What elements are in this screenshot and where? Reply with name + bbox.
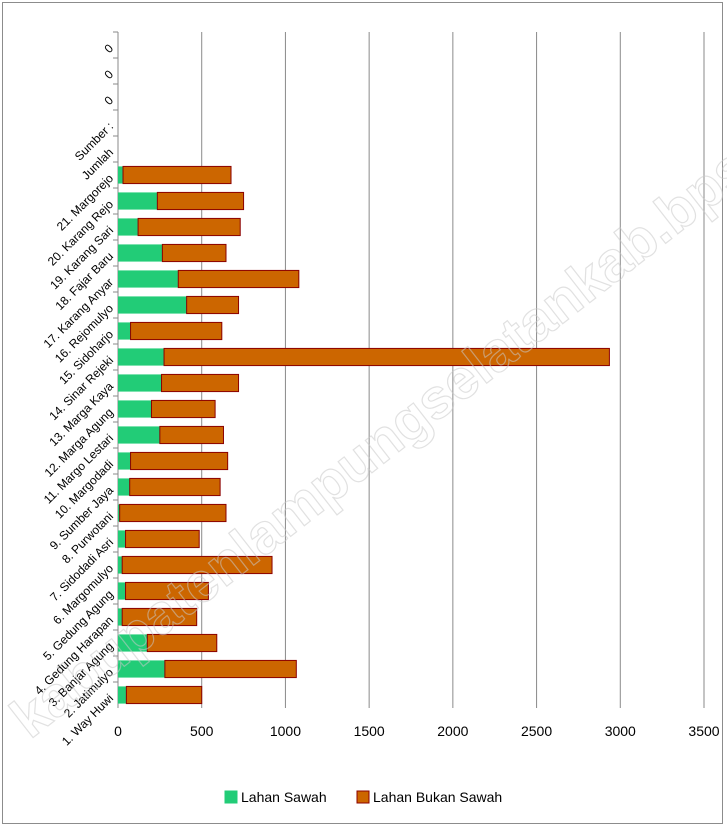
legend-swatch <box>224 790 238 804</box>
category-label: 0 <box>101 67 116 82</box>
bar-lahan-sawah <box>118 296 187 314</box>
bar-lahan-bukan-sawah <box>125 529 200 549</box>
x-tick-label: 3500 <box>688 723 719 739</box>
bar-lahan-bukan-sawah <box>161 373 240 393</box>
bar-lahan-sawah <box>118 426 160 444</box>
x-tick-label: 2500 <box>521 723 552 739</box>
bar-lahan-bukan-sawah <box>177 269 300 289</box>
bar-lahan-bukan-sawah <box>119 503 227 523</box>
bar-lahan-sawah <box>118 166 124 184</box>
bar-lahan-sawah <box>118 270 179 288</box>
bar-lahan-sawah <box>118 504 120 522</box>
bar-lahan-bukan-sawah <box>122 165 232 185</box>
x-tick-label: 1500 <box>354 723 385 739</box>
bar-lahan-sawah <box>118 608 123 626</box>
bar-lahan-sawah <box>118 660 165 678</box>
x-tick-label: 500 <box>190 723 214 739</box>
x-tick-label: 0 <box>114 723 122 739</box>
bar-lahan-sawah <box>118 374 162 392</box>
category-label: 0 <box>101 93 116 108</box>
bar-lahan-bukan-sawah <box>125 581 209 601</box>
bar-lahan-sawah <box>118 192 158 210</box>
x-tick-label: 3000 <box>605 723 636 739</box>
bar-lahan-bukan-sawah <box>150 399 216 419</box>
bar-lahan-bukan-sawah <box>130 321 223 341</box>
bar-lahan-sawah <box>118 582 126 600</box>
bar-lahan-bukan-sawah <box>125 685 203 705</box>
bar-lahan-sawah <box>118 400 152 418</box>
bar-lahan-sawah <box>118 322 131 340</box>
bar-lahan-bukan-sawah <box>159 425 224 445</box>
bar-lahan-sawah <box>118 478 130 496</box>
bar-lahan-sawah <box>118 556 123 574</box>
bar-lahan-bukan-sawah <box>156 191 245 211</box>
bar-lahan-sawah <box>118 244 163 262</box>
bar-lahan-bukan-sawah <box>164 659 297 679</box>
legend-label: Lahan Bukan Sawah <box>373 789 502 805</box>
bar-lahan-bukan-sawah <box>186 295 240 315</box>
category-label: 0 <box>101 41 116 56</box>
bar-lahan-bukan-sawah <box>161 243 227 263</box>
bar-lahan-bukan-sawah <box>163 347 610 367</box>
bar-lahan-sawah <box>118 452 131 470</box>
legend-label: Lahan Sawah <box>241 789 327 805</box>
bar-lahan-sawah <box>118 348 165 366</box>
bar-lahan-bukan-sawah <box>121 555 273 575</box>
bar-lahan-sawah <box>118 686 127 704</box>
bar-lahan-bukan-sawah <box>129 477 221 497</box>
x-tick-label: 2000 <box>437 723 468 739</box>
x-tick-label: 1000 <box>270 723 301 739</box>
bar-lahan-sawah <box>118 218 139 236</box>
bar-lahan-sawah <box>118 530 126 548</box>
bar-lahan-bukan-sawah <box>137 217 241 237</box>
bar-lahan-bukan-sawah <box>130 451 229 471</box>
legend-swatch <box>356 790 370 804</box>
bar-lahan-bukan-sawah <box>146 633 218 653</box>
bar-lahan-bukan-sawah <box>121 607 198 627</box>
bar-lahan-sawah <box>118 634 148 652</box>
